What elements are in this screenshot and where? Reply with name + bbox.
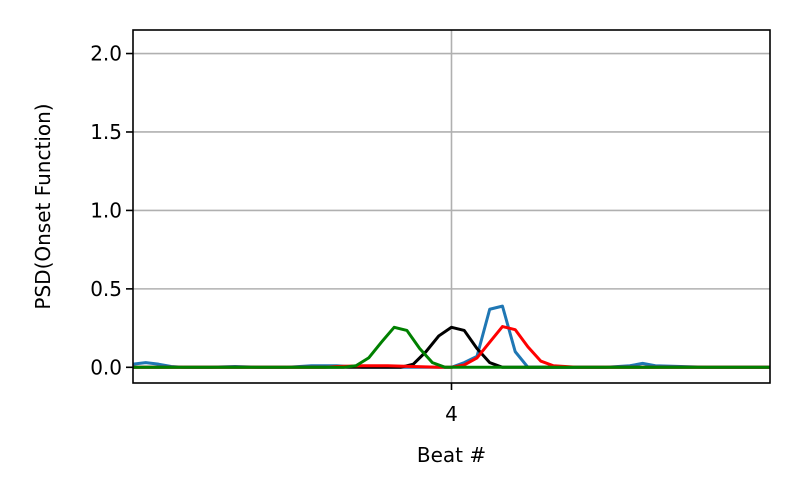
y-axis-label: PSD(Onset Function) (31, 103, 55, 309)
y-tick-label-4: 2.0 (90, 42, 122, 66)
x-axis-label: Beat # (417, 443, 486, 467)
series-layer (133, 304, 770, 369)
series-line-3 (133, 325, 770, 369)
y-tick-label-3: 1.5 (90, 120, 122, 144)
y-tick-label-1: 0.5 (90, 277, 122, 301)
tick-layer: 0.0 0.5 1.0 1.5 2.0 4 (90, 42, 458, 426)
y-tick-label-2: 1.0 (90, 198, 122, 222)
y-tick-label-0: 0.0 (90, 355, 122, 379)
x-tick-label-0: 4 (445, 402, 458, 426)
